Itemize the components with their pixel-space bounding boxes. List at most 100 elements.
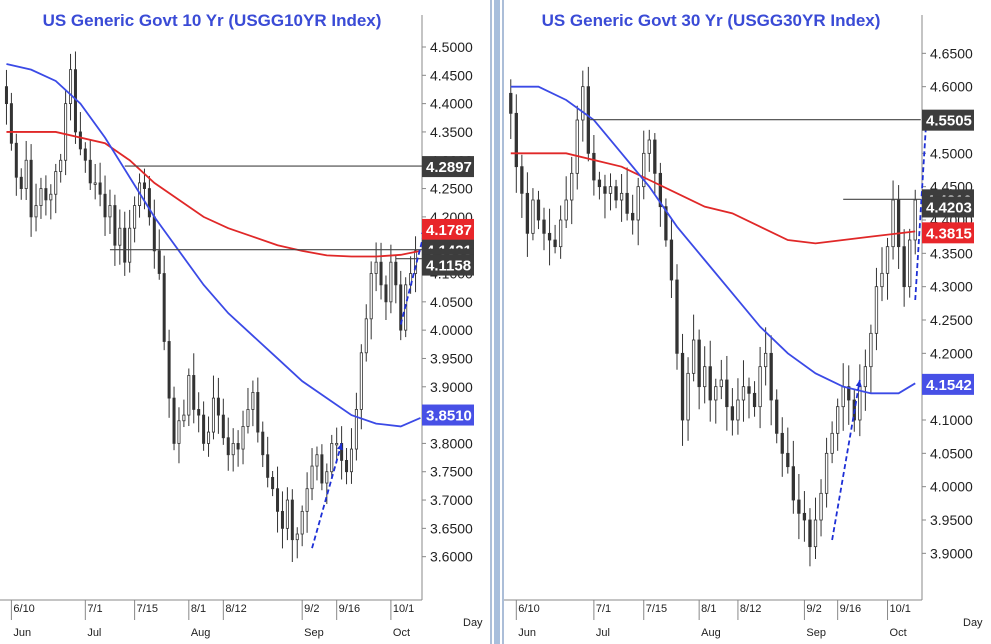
candle-body	[736, 399, 740, 421]
candle-body	[335, 443, 339, 446]
candle-body	[741, 386, 746, 401]
candle-body	[325, 471, 329, 484]
candle-body	[251, 392, 255, 410]
candle-body	[786, 452, 790, 468]
candle-body	[9, 103, 13, 144]
candle-body	[182, 414, 186, 422]
candle-body	[891, 199, 895, 248]
y-tick-label: 4.0000	[430, 322, 473, 338]
candle-body	[19, 176, 23, 189]
candle-body	[64, 103, 68, 161]
month-label: Jul	[596, 627, 610, 639]
x-tick-label: 10/1	[393, 603, 414, 615]
candle-body	[885, 246, 890, 274]
y-tick-label: 4.4000	[430, 96, 473, 112]
y-tick-label: 4.3000	[930, 279, 973, 295]
candle-body	[211, 397, 215, 433]
candle-body	[128, 227, 132, 263]
candle-body	[675, 279, 679, 354]
candle-body	[202, 414, 206, 444]
y-tick-label: 4.2000	[930, 345, 973, 361]
month-label: Oct	[890, 627, 907, 639]
price-tag-label: 4.1787	[426, 222, 472, 239]
candle-body	[553, 239, 557, 248]
candle-body	[525, 192, 530, 234]
candle-body	[103, 193, 107, 218]
candle-body	[597, 179, 602, 188]
y-tick-label: 3.9000	[930, 545, 973, 561]
price-tag	[422, 404, 474, 426]
price-tag	[922, 373, 974, 395]
candle-body	[256, 392, 260, 433]
y-tick-label: 4.5000	[930, 145, 973, 161]
candle-body	[216, 397, 220, 416]
candle-body	[902, 246, 906, 288]
candle-body	[880, 272, 884, 288]
y-tick-label: 4.0500	[930, 445, 973, 461]
y-tick-label: 4.0000	[930, 479, 973, 495]
candle-body	[394, 261, 398, 286]
candle-body	[88, 159, 92, 184]
price-tag-label: 4.1542	[926, 377, 972, 394]
x-tick-label: 7/1	[87, 603, 102, 615]
panel-divider	[494, 0, 500, 644]
x-tick-label: 7/15	[137, 603, 158, 615]
month-label: Aug	[191, 627, 211, 639]
price-tag-label: 4.3815	[926, 225, 972, 242]
y-tick-label: 3.9500	[430, 350, 473, 366]
candle-body	[509, 92, 513, 114]
candle-body	[69, 69, 73, 105]
candle-body	[305, 488, 309, 512]
candle-body	[592, 152, 596, 181]
candle-body	[836, 406, 840, 434]
candle-body	[603, 186, 607, 194]
candle-body	[531, 199, 535, 234]
candle-body	[93, 182, 97, 185]
candle-body	[172, 397, 176, 444]
price-tag-label: 3.8510	[426, 408, 472, 425]
candle-body	[664, 206, 668, 241]
candle-body	[697, 339, 701, 388]
candle-body	[271, 476, 275, 490]
trend-arrow-line	[831, 379, 861, 541]
candle-body	[364, 318, 368, 354]
price-tag	[422, 218, 474, 240]
candle-body	[841, 386, 845, 408]
candle-body	[819, 492, 823, 521]
candle-body	[300, 510, 304, 535]
candle-body	[791, 466, 795, 501]
y-tick-label: 3.8000	[430, 435, 473, 451]
y-tick-label: 4.1000	[930, 412, 973, 428]
candle-body	[34, 205, 38, 218]
x-tick-label: 8/12	[225, 603, 246, 615]
candle-body	[231, 443, 235, 456]
y-tick-label: 4.0500	[430, 294, 473, 310]
candle-body	[295, 533, 299, 541]
trend-arrow-line	[914, 119, 928, 301]
candle-body	[758, 366, 762, 408]
candle-body	[514, 112, 518, 168]
candle-body	[133, 205, 137, 229]
candle-body	[686, 372, 690, 421]
y-tick-label: 4.6000	[930, 79, 973, 95]
x-tick-label: 7/1	[596, 603, 611, 615]
y-tick-label: 3.9500	[930, 512, 973, 528]
moving-average-blue	[510, 85, 916, 395]
candle-body	[802, 512, 807, 521]
y-tick-label: 4.6500	[930, 45, 973, 61]
y-tick-label: 4.3500	[430, 124, 473, 140]
candle-body	[813, 519, 818, 548]
candle-body	[330, 443, 334, 473]
trend-arrow-line	[399, 227, 427, 325]
candle-body	[187, 375, 191, 416]
price-tag-label: 4.1158	[426, 258, 471, 275]
candle-body	[581, 86, 585, 121]
y-tick-label: 3.7500	[430, 464, 473, 480]
chart-panel-30yr: US Generic Govt 30 Yr (USGG30YR Index) 4…	[504, 11, 983, 639]
candle-body	[157, 250, 161, 274]
x-tick-label: 9/2	[304, 603, 319, 615]
candle-body	[570, 172, 574, 201]
candle-body	[379, 261, 383, 286]
y-tick-label: 3.6000	[430, 549, 473, 565]
